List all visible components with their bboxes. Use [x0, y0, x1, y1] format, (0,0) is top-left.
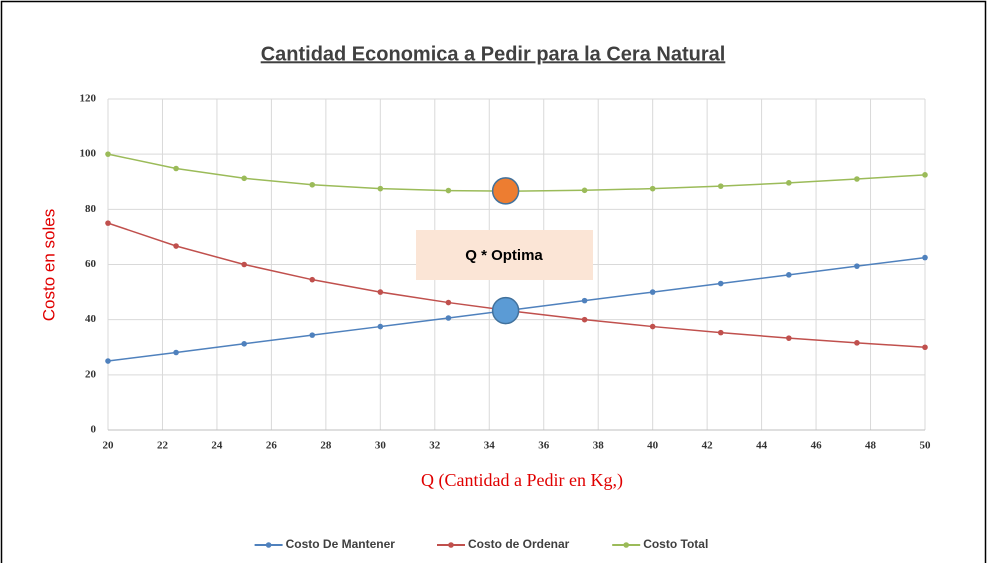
- y-tick-label: 80: [85, 203, 97, 215]
- annotation-box: [416, 230, 593, 280]
- point: [786, 272, 792, 278]
- point: [581, 316, 588, 323]
- point: [581, 297, 588, 304]
- point: [377, 289, 384, 295]
- point: [854, 176, 860, 182]
- legend-label: Costo de Ordenar: [468, 537, 570, 551]
- x-tick-label: 24: [211, 440, 223, 452]
- point: [241, 175, 247, 182]
- point: [173, 243, 179, 249]
- x-tick-label: 20: [103, 440, 115, 452]
- x-tick-label: 44: [756, 440, 768, 452]
- y-tick-label: 0: [91, 424, 97, 436]
- point: [854, 263, 860, 269]
- point: [581, 187, 588, 194]
- point: [309, 332, 316, 338]
- chart-title: Cantidad Economica a Pedir para la Cera …: [261, 43, 726, 65]
- legend-marker: [265, 542, 272, 548]
- point: [922, 344, 928, 351]
- y-tick-label: 60: [85, 258, 97, 270]
- point: [717, 329, 724, 336]
- y-tick-label: 40: [85, 313, 97, 325]
- point: [854, 340, 860, 346]
- point: [445, 315, 452, 321]
- point: [105, 220, 111, 226]
- point: [309, 276, 316, 283]
- point: [445, 299, 452, 306]
- point: [377, 185, 384, 192]
- x-tick-label: 32: [429, 440, 441, 452]
- point: [649, 185, 656, 192]
- y-tick-label: 120: [80, 93, 97, 105]
- x-tick-label: 36: [538, 440, 550, 452]
- x-tick-label: 46: [811, 440, 823, 452]
- point: [649, 323, 656, 330]
- x-tick-label: 30: [375, 440, 387, 452]
- point: [377, 323, 384, 330]
- x-tick-label: 34: [484, 440, 496, 452]
- x-tick-label: 42: [702, 440, 714, 452]
- x-axis-label: Q (Cantidad a Pedir en Kg,): [421, 470, 623, 491]
- x-tick-label: 28: [320, 440, 332, 452]
- x-tick-label: 38: [593, 440, 605, 452]
- x-tick-label: 40: [647, 440, 659, 452]
- highlight-point: [491, 296, 520, 325]
- point: [922, 254, 928, 261]
- point: [105, 151, 111, 157]
- x-tick-label: 22: [157, 440, 169, 452]
- highlight-point: [491, 177, 520, 205]
- legend-marker: [448, 542, 454, 548]
- point: [649, 289, 656, 295]
- point: [173, 165, 179, 172]
- legend-marker: [623, 542, 629, 548]
- point: [445, 187, 452, 194]
- y-tick-label: 100: [80, 148, 97, 160]
- point: [922, 172, 928, 178]
- legend-label: Costo Total: [643, 537, 708, 551]
- point: [241, 261, 247, 268]
- point: [105, 358, 111, 364]
- point: [717, 183, 724, 189]
- legend-label: Costo De Mantener: [286, 537, 396, 551]
- annotation: Q * Optima: [465, 247, 543, 264]
- point: [241, 341, 247, 347]
- x-tick-label: 48: [865, 440, 877, 452]
- y-tick-label: 20: [85, 368, 97, 380]
- point: [173, 349, 179, 356]
- x-tick-label: 50: [920, 440, 932, 452]
- x-tick-label: 26: [266, 440, 278, 452]
- point: [309, 181, 316, 188]
- point: [786, 180, 792, 186]
- y-axis-label: Costo en soles: [39, 209, 58, 321]
- point: [786, 335, 792, 341]
- point: [717, 280, 724, 287]
